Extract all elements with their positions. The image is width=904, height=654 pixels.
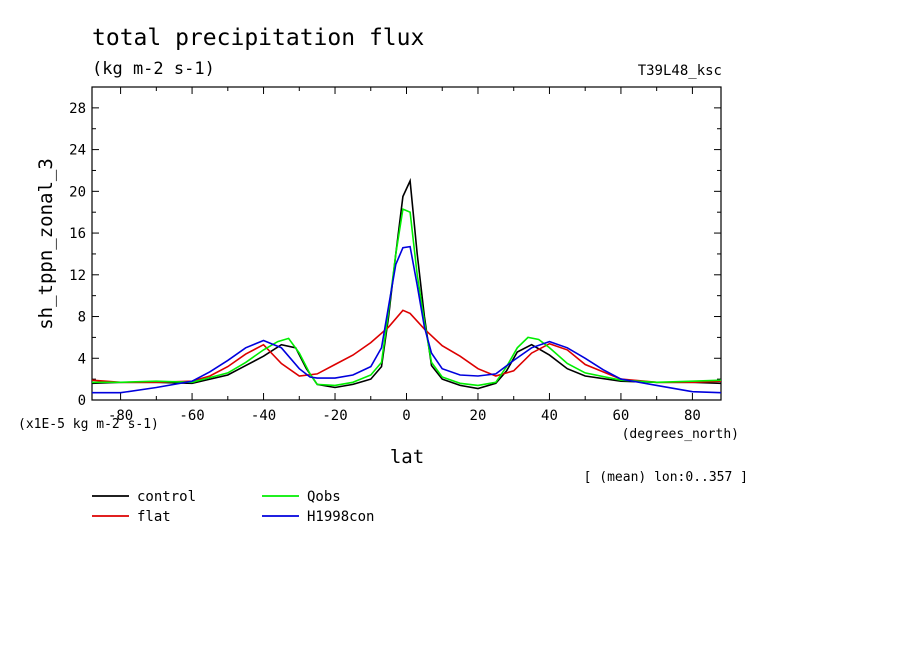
y-scale-note: (x1E-5 kg m-2 s-1) [18, 417, 159, 432]
plot-frame [91, 86, 722, 401]
x-tick-label: 40 [541, 408, 558, 424]
legend-label-control: control [137, 489, 196, 505]
legend-label-qobs: Qobs [307, 489, 341, 505]
run-tag: T39L48_ksc [638, 63, 722, 79]
y-tick-label: 8 [78, 310, 86, 326]
x-units-note: (degrees_north) [622, 427, 739, 442]
legend: control flat Qobs H1998con [92, 489, 374, 525]
y-tick-label: 24 [69, 143, 86, 159]
series-lines [91, 177, 722, 394]
y-tick-label: 20 [69, 184, 86, 200]
y-tick-label: 16 [69, 226, 86, 242]
chart-title: total precipitation flux [92, 25, 424, 51]
axis-ticks [92, 86, 721, 401]
y-axis-label: sh_tppn_zonal_3 [35, 158, 57, 330]
x-tick-label: 20 [470, 408, 487, 424]
x-tick-label: -40 [251, 408, 276, 424]
x-tick-label: 80 [684, 408, 701, 424]
x-axis-label: lat [390, 446, 424, 468]
x-tick-label: -60 [179, 408, 204, 424]
chart-units: (kg m-2 s-1) [92, 59, 215, 79]
series-line-flat [91, 309, 722, 384]
legend-label-flat: flat [137, 509, 171, 525]
series-line-h1998con [92, 245, 722, 394]
series-line-control [91, 177, 722, 390]
x-tick-label: 0 [402, 408, 410, 424]
axis-tick-labels: -80 -60 -40 -20 0 20 40 60 80 0 4 8 12 16 20 24 28 [69, 101, 701, 424]
series-line-qobs [92, 207, 722, 387]
y-tick-label: 28 [69, 101, 86, 117]
y-tick-label: 12 [69, 268, 86, 284]
mean-note: [ (mean) lon:0..357 ] [584, 470, 748, 485]
y-tick-label: 4 [78, 351, 86, 367]
x-tick-label: 60 [613, 408, 630, 424]
legend-label-h1998con: H1998con [307, 509, 374, 525]
x-tick-label: -80 [108, 408, 133, 424]
x-tick-label: -20 [322, 408, 347, 424]
y-tick-label: 0 [78, 393, 86, 409]
